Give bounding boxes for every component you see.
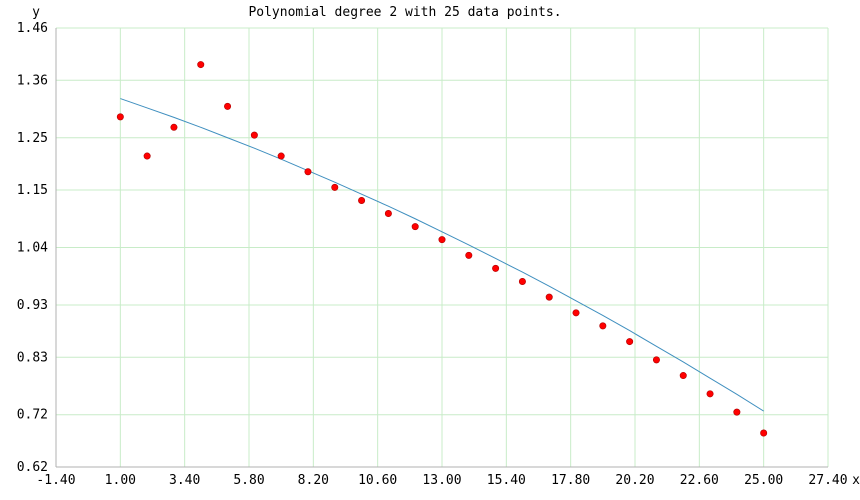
data-point (250, 131, 258, 139)
y-tick-label: 1.36 (17, 73, 48, 88)
y-tick-label: 0.72 (17, 408, 48, 423)
data-point (358, 196, 366, 204)
y-tick-label: 0.83 (17, 350, 48, 365)
x-tick-label: 1.00 (105, 473, 136, 488)
y-tick-label: 1.15 (17, 183, 48, 198)
x-tick-label: 13.00 (422, 473, 461, 488)
x-tick-label: 10.60 (358, 473, 397, 488)
data-point (626, 338, 634, 346)
data-point (465, 251, 473, 259)
y-tick-label: 1.46 (17, 21, 48, 36)
data-point (518, 277, 526, 285)
data-point (733, 408, 741, 416)
data-point (170, 123, 178, 131)
x-tick-label: 17.80 (551, 473, 590, 488)
chart-title: Polynomial degree 2 with 25 data points. (248, 5, 561, 20)
y-tick-label: 1.04 (17, 241, 48, 256)
data-point (438, 236, 446, 244)
x-tick-label: -1.40 (36, 473, 75, 488)
data-point (384, 210, 392, 218)
x-axis-label: x (852, 473, 860, 488)
fit-curve (120, 98, 764, 412)
data-point (679, 372, 687, 380)
data-point (331, 183, 339, 191)
x-tick-label: 15.40 (487, 473, 526, 488)
data-point (143, 152, 151, 160)
data-point (492, 264, 500, 272)
x-tick-label: 27.40 (808, 473, 847, 488)
y-axis-label: y (32, 5, 40, 20)
axes (55, 28, 828, 468)
tick-labels: -1.40 1.00 3.40 5.80 8.20 10.60 13.00 15.40 17.8… (17, 21, 848, 488)
x-tick-label: 25.00 (744, 473, 783, 488)
grid (55, 27, 829, 468)
plot-area (116, 61, 768, 437)
data-point (197, 61, 205, 69)
data-point (277, 152, 285, 160)
data-point (116, 113, 124, 121)
x-tick-label: 20.20 (615, 473, 654, 488)
y-tick-label: 0.62 (17, 460, 48, 475)
data-point (760, 429, 768, 437)
x-tick-label: 3.40 (169, 473, 200, 488)
data-point (304, 168, 312, 176)
data-point (545, 293, 553, 301)
data-point (652, 356, 660, 364)
x-tick-label: 8.20 (298, 473, 329, 488)
x-tick-label: 5.80 (233, 473, 264, 488)
data-point (706, 390, 714, 398)
data-point (572, 309, 580, 317)
data-point (599, 322, 607, 330)
y-tick-label: 0.93 (17, 298, 48, 313)
data-point (224, 102, 232, 110)
x-tick-label: 22.60 (680, 473, 719, 488)
data-point (411, 223, 419, 231)
y-tick-label: 1.25 (17, 131, 48, 146)
